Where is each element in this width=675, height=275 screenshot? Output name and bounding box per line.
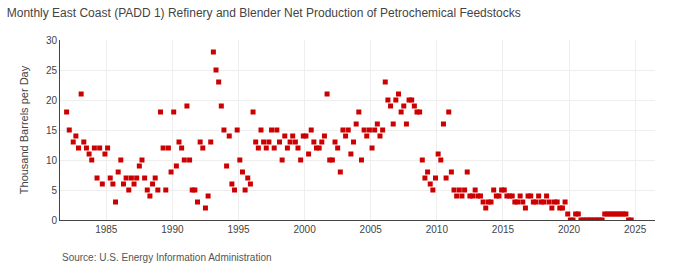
svg-text:1990: 1990 [161, 224, 184, 235]
svg-text:25: 25 [46, 65, 58, 76]
svg-text:10: 10 [46, 155, 58, 166]
svg-text:5: 5 [51, 185, 57, 196]
svg-text:2000: 2000 [293, 224, 316, 235]
svg-text:1985: 1985 [95, 224, 118, 235]
svg-text:1995: 1995 [227, 224, 250, 235]
svg-text:Source: U.S. Energy Informatio: Source: U.S. Energy Information Administ… [62, 252, 272, 263]
svg-text:Monthly East Coast (PADD 1) Re: Monthly East Coast (PADD 1) Refinery and… [7, 6, 521, 20]
svg-text:Thousand Barrels per Day: Thousand Barrels per Day [18, 65, 30, 194]
svg-text:30: 30 [46, 35, 58, 46]
svg-text:0: 0 [51, 215, 57, 226]
svg-text:15: 15 [46, 125, 58, 136]
svg-text:2005: 2005 [360, 224, 383, 235]
svg-text:2020: 2020 [558, 224, 581, 235]
svg-text:2015: 2015 [492, 224, 515, 235]
svg-text:20: 20 [46, 95, 58, 106]
svg-text:2025: 2025 [624, 224, 647, 235]
svg-text:2010: 2010 [426, 224, 449, 235]
